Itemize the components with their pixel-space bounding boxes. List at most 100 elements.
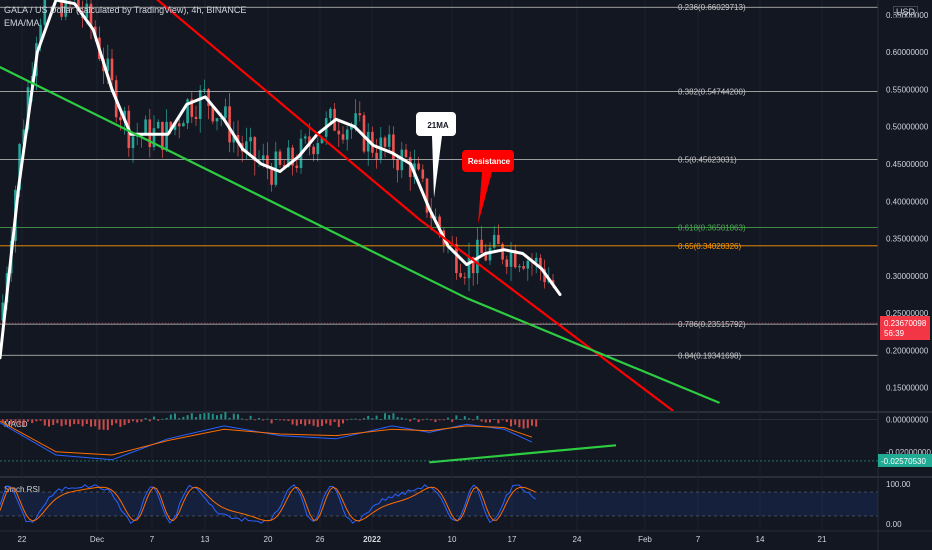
candle: [358, 113, 362, 116]
candle: [497, 234, 500, 245]
macd-histogram-bar: [535, 419, 538, 427]
macd-histogram-bar: [199, 413, 202, 420]
macd-title: MACD: [4, 420, 28, 429]
candle: [207, 89, 210, 107]
macd-histogram-bar: [148, 419, 151, 422]
fib-level-label: 0.786(0.23515792): [678, 320, 746, 329]
candle: [89, 3, 93, 27]
candle: [165, 121, 168, 150]
macd-value-label: -0.02570530: [881, 457, 926, 466]
candle: [518, 266, 521, 268]
macd-histogram-bar: [182, 416, 185, 420]
macd-histogram-bar: [39, 419, 42, 421]
candle: [320, 136, 324, 144]
macd-histogram-bar: [111, 419, 113, 426]
macd-histogram-bar: [354, 418, 357, 420]
macd-histogram-bar: [81, 419, 84, 427]
macd-histogram-bar: [388, 415, 391, 420]
candle: [169, 121, 173, 130]
candle: [43, 0, 47, 25]
currency-badge[interactable]: USD: [892, 6, 918, 18]
candle: [232, 134, 236, 143]
last-price-value: 0.23670098: [884, 319, 927, 328]
stoch-rsi-pane[interactable]: Stoch RSI: [0, 484, 878, 524]
candle: [203, 89, 206, 91]
candle: [144, 119, 147, 136]
macd-histogram-bar: [132, 419, 134, 422]
macd-histogram-bar: [447, 417, 449, 420]
callout-shape: [462, 150, 514, 224]
candle: [156, 121, 160, 129]
macd-histogram-bar: [459, 419, 462, 421]
macd-histogram-bar: [94, 419, 97, 427]
macd-histogram-bar: [350, 418, 353, 420]
candle: [106, 58, 110, 72]
macd-histogram-bar: [6, 419, 8, 422]
macd-histogram-bar: [241, 418, 244, 420]
macd-histogram-bar: [451, 419, 454, 422]
macd-histogram-bar: [169, 414, 172, 420]
candle: [135, 135, 139, 137]
macd-histogram-bar: [304, 419, 307, 426]
macd-histogram-bar: [31, 419, 34, 424]
time-axis[interactable]: 22 Dec 7 13 20 26 2022 10 17 24 Feb 7 14 21: [0, 530, 932, 544]
macd-histogram-bar: [480, 419, 483, 422]
macd-histogram-bar: [321, 419, 323, 426]
macd-histogram-bar: [295, 419, 298, 426]
last-price-countdown: 56:39: [884, 329, 905, 338]
price-tick-label: 0.40000000: [886, 197, 929, 206]
macd-histogram-bar: [274, 419, 277, 420]
candle: [371, 131, 374, 153]
price-tick-label: 0.30000000: [886, 272, 929, 281]
macd-histogram-bar: [333, 419, 336, 423]
macd-histogram-bar: [64, 419, 67, 425]
macd-pane[interactable]: MACD: [0, 411, 878, 464]
macd-histogram-bar: [245, 419, 248, 421]
price-tick-label: 0.25000000: [886, 309, 929, 318]
macd-histogram-bar: [455, 415, 458, 420]
price-pane[interactable]: 0.236(0.66029713) 0.382(0.54744200) 0.5(0.…: [0, 0, 932, 530]
callout-shape: [416, 112, 456, 198]
stoch-d-line: [0, 486, 536, 522]
time-tick-label: 10: [448, 535, 457, 544]
macd-histogram-bar: [287, 419, 290, 421]
time-tick-label: 24: [573, 535, 582, 544]
macd-histogram-bar: [438, 419, 441, 421]
macd-histogram-bar: [253, 419, 256, 421]
macd-histogram-bar: [153, 416, 155, 420]
candle: [186, 99, 189, 124]
last-price-badge[interactable]: [880, 316, 930, 341]
macd-line: [0, 422, 533, 461]
macd-histogram-bar: [501, 419, 504, 421]
macd-histogram-bar: [228, 417, 231, 420]
candle: [362, 115, 366, 152]
macd-histogram-bar: [1, 419, 4, 423]
macd-histogram-bar: [417, 419, 420, 423]
candle: [417, 163, 420, 170]
macd-histogram-bar: [392, 413, 395, 420]
candle: [85, 3, 89, 19]
macd-histogram-bar: [195, 417, 197, 420]
macd-histogram-bar: [505, 419, 508, 422]
candle: [123, 110, 126, 121]
macd-histogram-bar: [279, 419, 281, 421]
price-axis[interactable]: 0.65000000 0.60000000 0.55000000 0.50000000…: [877, 0, 932, 550]
symbol-title: GALA / US Dollar (calculated by TradingV…: [4, 5, 247, 15]
candle: [312, 146, 315, 155]
macd-value-badge[interactable]: [878, 453, 932, 467]
macd-histogram-bar: [211, 413, 214, 420]
macd-histogram-bar: [316, 419, 319, 427]
macd-histogram-bar: [421, 419, 424, 421]
macd-histogram-bar: [442, 419, 445, 421]
candle: [295, 165, 299, 168]
macd-histogram-bar: [14, 419, 17, 424]
candle: [345, 129, 349, 140]
candle: [513, 249, 517, 268]
macd-histogram-bar: [358, 419, 361, 421]
macd-histogram-bar: [35, 419, 38, 422]
candle: [425, 178, 429, 213]
candle: [438, 216, 441, 231]
macd-histogram-bar: [266, 418, 269, 420]
time-tick-label: 17: [508, 535, 517, 544]
